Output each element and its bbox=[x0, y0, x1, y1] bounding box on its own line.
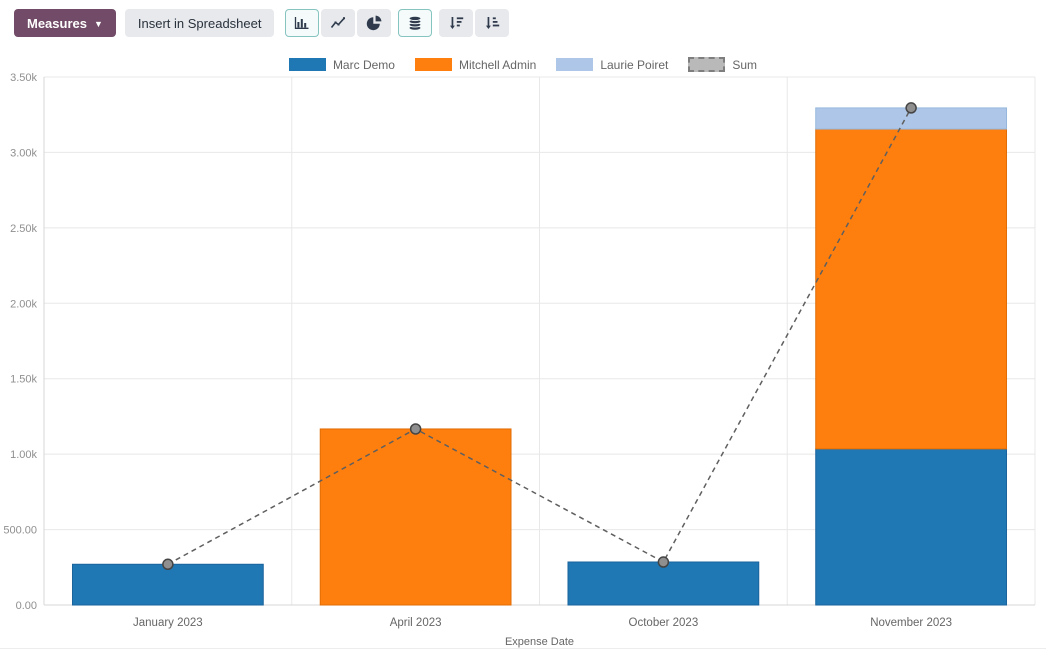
sort-group bbox=[439, 9, 510, 37]
chart-toolbar: Measures ▼ Insert in Spreadsheet bbox=[0, 0, 1046, 46]
x-tick-label: November 2023 bbox=[870, 617, 952, 629]
legend-item-mitchell-admin[interactable]: Mitchell Admin bbox=[414, 57, 537, 72]
sort-ascending-button[interactable] bbox=[475, 9, 510, 37]
measures-button[interactable]: Measures ▼ bbox=[14, 9, 116, 37]
pie-chart-button[interactable] bbox=[357, 9, 392, 37]
chart-legend: Marc Demo Mitchell Admin Laurie Poiret Sum bbox=[0, 57, 1046, 72]
bar-chart-icon bbox=[294, 15, 310, 31]
bottom-divider bbox=[0, 648, 1046, 649]
legend-color-box bbox=[556, 58, 594, 71]
sum-point[interactable] bbox=[657, 556, 670, 568]
chart-type-group bbox=[285, 9, 392, 37]
y-tick-label: 2.50k bbox=[10, 223, 37, 235]
legend-item-sum[interactable]: Sum bbox=[688, 57, 757, 72]
insert-in-spreadsheet-button[interactable]: Insert in Spreadsheet bbox=[124, 9, 275, 37]
sort-ascending-icon bbox=[484, 15, 500, 31]
sum-point[interactable] bbox=[409, 423, 422, 435]
x-tick-label: April 2023 bbox=[390, 617, 442, 629]
line-chart-icon bbox=[330, 15, 346, 31]
legend-label: Marc Demo bbox=[332, 57, 395, 72]
bar-chart-button[interactable] bbox=[285, 9, 320, 37]
y-tick-label: 2.00k bbox=[10, 298, 37, 310]
x-tick-label: October 2023 bbox=[629, 617, 699, 629]
bar-segment-marc-demo[interactable] bbox=[567, 561, 760, 606]
stacked-group bbox=[398, 9, 433, 37]
pie-chart-icon bbox=[366, 15, 382, 31]
legend-item-marc-demo[interactable]: Marc Demo bbox=[288, 57, 395, 72]
chart-canvas-area: Marc Demo Mitchell Admin Laurie Poiret Sum … bbox=[0, 46, 1046, 654]
stacked-database-icon bbox=[407, 15, 423, 31]
y-tick-label: 3.00k bbox=[10, 147, 37, 159]
sort-descending-button[interactable] bbox=[439, 9, 474, 37]
line-chart-button[interactable] bbox=[321, 9, 356, 37]
y-tick-label: 1.00k bbox=[10, 449, 37, 461]
sum-point[interactable] bbox=[162, 558, 174, 571]
y-tick-label: 500.00 bbox=[3, 525, 37, 537]
legend-label: Sum bbox=[732, 57, 758, 72]
bar-segment-mitchell-admin[interactable] bbox=[319, 428, 512, 606]
measures-button-label: Measures bbox=[27, 15, 87, 31]
expense-chart: 0.00 500.00 1.00k 1.50k 2.00k 2.50k 3.00k 3.50k… bbox=[3, 72, 1036, 648]
legend-label: Laurie Poiret bbox=[600, 57, 669, 72]
bar-segment-marc-demo[interactable] bbox=[71, 563, 264, 606]
sum-line bbox=[167, 107, 912, 565]
x-tick-label: January 2023 bbox=[133, 617, 203, 629]
y-tick-label: 0.00 bbox=[16, 600, 37, 612]
bar-segment-marc-demo[interactable] bbox=[815, 448, 1008, 606]
legend-label: Mitchell Admin bbox=[458, 57, 537, 72]
caret-down-icon: ▼ bbox=[93, 18, 103, 29]
chart-tools bbox=[285, 9, 510, 37]
insert-in-spreadsheet-label: Insert in Spreadsheet bbox=[137, 15, 262, 31]
sort-descending-icon bbox=[448, 15, 464, 31]
bar-segment-mitchell-admin[interactable] bbox=[815, 128, 1008, 450]
y-tick-label: 3.50k bbox=[10, 72, 37, 84]
stacked-button[interactable] bbox=[398, 9, 433, 37]
legend-color-box bbox=[688, 57, 726, 72]
legend-color-box bbox=[414, 58, 452, 71]
x-axis-title: Expense Date bbox=[505, 636, 574, 648]
y-tick-label: 1.50k bbox=[10, 374, 37, 386]
legend-item-laurie-poiret[interactable]: Laurie Poiret bbox=[556, 58, 668, 72]
sum-point[interactable] bbox=[905, 102, 917, 114]
legend-color-box bbox=[288, 58, 326, 71]
